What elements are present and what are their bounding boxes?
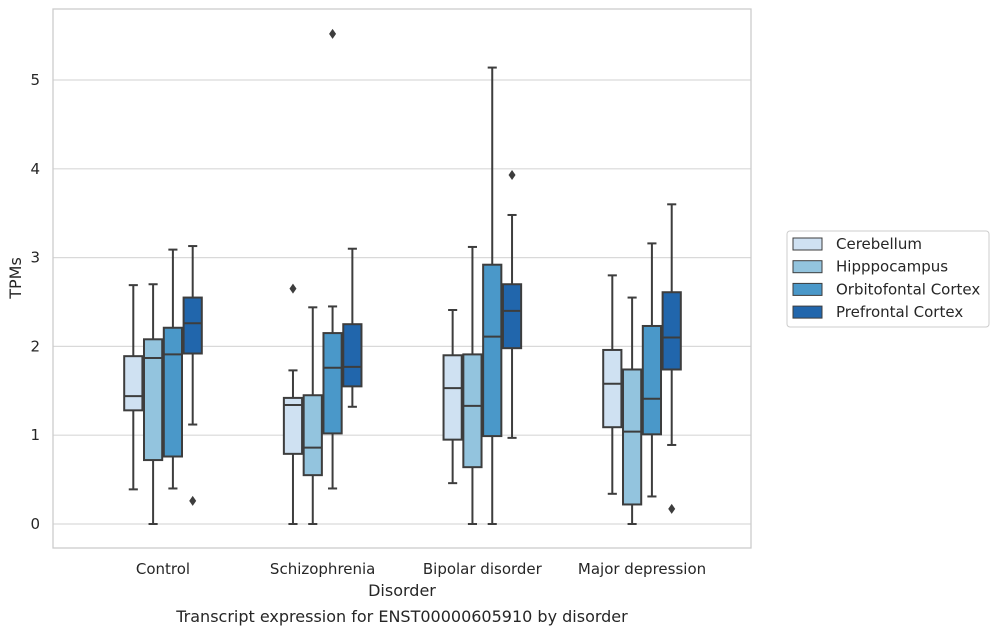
box [162, 326, 184, 458]
y-tick-label: 2 [30, 337, 40, 355]
legend-swatch [792, 260, 823, 274]
plot-frame [52, 8, 752, 549]
box-series [162, 28, 663, 525]
x-tick-label: Bipolar disorder [423, 560, 543, 578]
x-tick-label: Schizophrenia [270, 560, 375, 578]
y-axis-label: TPMs [6, 257, 25, 300]
outlier-point [329, 28, 337, 39]
x-tick-label: Control [136, 560, 190, 578]
box [641, 324, 663, 436]
y-tick-label: 1 [30, 426, 40, 444]
box [602, 348, 623, 429]
legend: Cerebellum Hipppocampus Orbitofontal Corte… [786, 230, 990, 328]
box [442, 354, 463, 441]
x-tick-labels: Control Schizophrenia Bipolar disorder Majo… [136, 560, 706, 578]
box [282, 396, 304, 455]
box [342, 323, 363, 388]
y-tick-label: 0 [30, 515, 40, 533]
box-series [123, 274, 623, 525]
box-series-layer [123, 28, 682, 525]
outlier-point [668, 503, 676, 514]
box [302, 394, 323, 477]
box [322, 332, 343, 435]
y-tick-label: 5 [30, 71, 40, 89]
legend-label: Cerebellum [836, 235, 922, 253]
y-tick-label: 4 [30, 160, 40, 178]
legend-frame [786, 230, 990, 328]
y-tick-label: 3 [30, 249, 40, 267]
x-tick-label: Major depression [578, 560, 706, 578]
box [123, 355, 144, 412]
legend-swatch [792, 237, 823, 251]
legend-label: Prefrontal Cortex [836, 303, 963, 321]
legend-label: Orbitofontal Cortex [836, 280, 980, 298]
legend-label: Hipppocampus [836, 258, 948, 276]
outlier-point [189, 495, 197, 506]
legend-swatch [792, 282, 823, 296]
chart-title: Transcript expression for ENST0000060591… [175, 607, 628, 626]
box [661, 291, 682, 371]
box-series [182, 170, 682, 514]
outlier-point [508, 170, 516, 181]
box [482, 263, 503, 438]
box [622, 368, 643, 506]
box-series [143, 245, 643, 525]
box [501, 283, 523, 350]
y-tick-labels: 0 1 2 3 4 5 [30, 71, 40, 533]
outlier-point [289, 283, 297, 294]
legend-swatch [792, 305, 823, 319]
box [462, 353, 483, 469]
box [182, 296, 203, 355]
box [143, 338, 164, 462]
x-axis-label: Disorder [368, 581, 436, 600]
